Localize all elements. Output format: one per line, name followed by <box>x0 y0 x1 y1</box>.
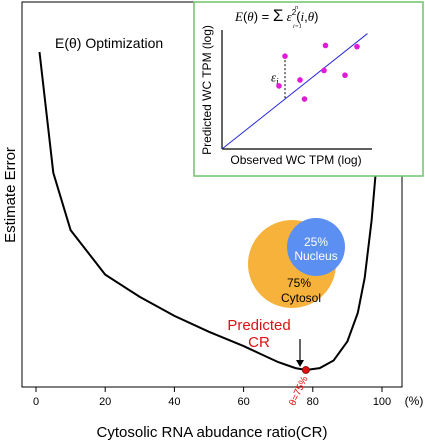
cytosol-percent: 75% <box>287 276 311 290</box>
inset-identity-line <box>221 33 368 150</box>
x-tick-label: 40 <box>168 396 180 408</box>
predicted-cr-label-line2: CR <box>248 334 270 351</box>
chart-title: E(θ) Optimization <box>55 35 163 51</box>
inset-points <box>276 42 360 102</box>
inset-data-point <box>321 67 327 74</box>
inset-data-point <box>342 72 348 79</box>
inset-formula: E(θ) = Σ ε2(i,θ) <box>234 6 319 25</box>
inset-data-point <box>276 83 282 89</box>
inset-formula-upper-limit: n <box>295 5 298 11</box>
y-axis-label: Estimate Error <box>2 147 19 243</box>
inset-data-point <box>282 53 288 59</box>
compartment-donut: 25% Nucleus 75% Cytosol <box>248 218 345 308</box>
nucleus-circle <box>287 218 345 276</box>
x-ticks: 0 20 40 60 80 100 <box>33 387 391 408</box>
x-tick-label: 80 <box>307 396 319 408</box>
nucleus-label: Nucleus <box>294 249 337 263</box>
inset-data-point <box>297 77 303 83</box>
inset-formula-lower-limit: i=1 <box>293 24 302 30</box>
cytosol-label: Cytosol <box>281 291 321 305</box>
inset-data-point <box>322 42 329 49</box>
predicted-cr-label-line1: Predicted <box>227 317 290 334</box>
x-axis-label: Cytosolic RNA abudance ratio(CR) <box>97 424 328 441</box>
x-tick-label: 0 <box>33 396 39 408</box>
inset-error-label: εi <box>271 70 279 87</box>
inset-data-point <box>354 43 360 50</box>
inset-x-axis-label: Observed WC TPM (log) <box>230 153 361 167</box>
error-curve <box>38 51 383 372</box>
inset-y-axis-label: Predicted WC TPM (log) <box>200 25 214 155</box>
inset-border <box>193 1 424 177</box>
optimum-point <box>301 366 310 374</box>
x-unit-label: (%) <box>405 394 424 408</box>
inset-panel: E(θ) = Σ ε2(i,θ) n i=1 Predicted WC TPM … <box>193 1 424 177</box>
inset-data-point <box>301 96 308 102</box>
x-tick-label: 100 <box>373 396 391 408</box>
predicted-cr-arrow-head <box>296 360 304 367</box>
x-tick-label: 60 <box>237 396 249 408</box>
x-tick-label: 20 <box>99 396 111 408</box>
nucleus-percent: 25% <box>304 235 328 249</box>
